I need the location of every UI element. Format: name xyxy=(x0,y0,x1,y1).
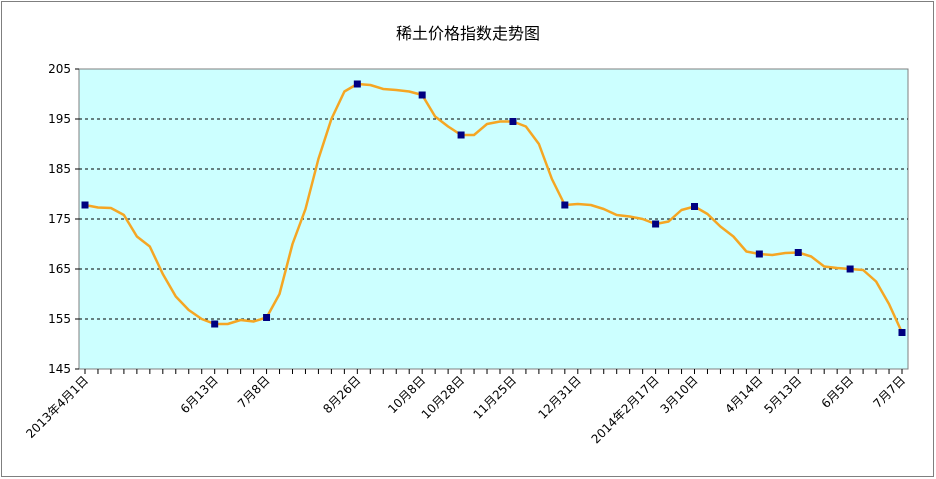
y-tick-label: 155 xyxy=(48,312,71,326)
y-axis-ticks: 145 155 165 175 185 195 205 xyxy=(48,62,79,376)
data-point-marker xyxy=(691,203,699,210)
x-tick-label: 2013年4月1日 xyxy=(23,373,91,441)
data-point-marker xyxy=(794,249,802,256)
data-point-marker xyxy=(81,201,89,209)
x-tick-label: 4月14日 xyxy=(722,373,765,416)
y-tick-label: 195 xyxy=(48,112,71,126)
series-line xyxy=(84,82,904,334)
data-point-marker xyxy=(509,118,517,125)
y-tick-label: 205 xyxy=(48,62,71,76)
data-point-marker xyxy=(211,320,219,328)
y-tick-label: 175 xyxy=(48,212,71,226)
x-tick-label: 6月13日 xyxy=(178,373,221,416)
chart-title: 稀土价格指数走势图 xyxy=(395,24,540,43)
x-tick-label: 3月10日 xyxy=(658,373,701,416)
data-point-marker xyxy=(561,201,569,209)
x-tick-label: 5月13日 xyxy=(761,373,804,416)
x-tick-label: 10月28日 xyxy=(419,373,467,421)
data-point-marker xyxy=(353,80,361,88)
data-point-marker xyxy=(755,250,763,258)
data-point-marker xyxy=(418,91,426,99)
data-point-marker xyxy=(263,314,271,321)
x-tick-label: 2014年2月17日 xyxy=(589,373,662,446)
y-tick-label: 165 xyxy=(48,262,71,276)
x-tick-label: 12月31日 xyxy=(535,373,583,421)
y-tick-label: 185 xyxy=(48,162,71,176)
data-point-marker xyxy=(457,131,465,139)
x-tick-label: 11月25日 xyxy=(471,373,519,421)
y-tick-label: 145 xyxy=(48,362,71,376)
gridlines xyxy=(79,118,908,320)
data-point-marker xyxy=(898,329,906,336)
data-point-marker xyxy=(652,220,660,228)
x-tick-label: 8月26日 xyxy=(320,373,363,416)
x-tick-label: 7月8日 xyxy=(235,373,273,411)
x-tick-label: 7月7日 xyxy=(870,373,908,411)
data-point-marker xyxy=(846,265,854,273)
series-layer xyxy=(84,82,904,334)
marker-layer xyxy=(81,80,906,336)
x-tick-label: 6月5日 xyxy=(819,373,857,411)
